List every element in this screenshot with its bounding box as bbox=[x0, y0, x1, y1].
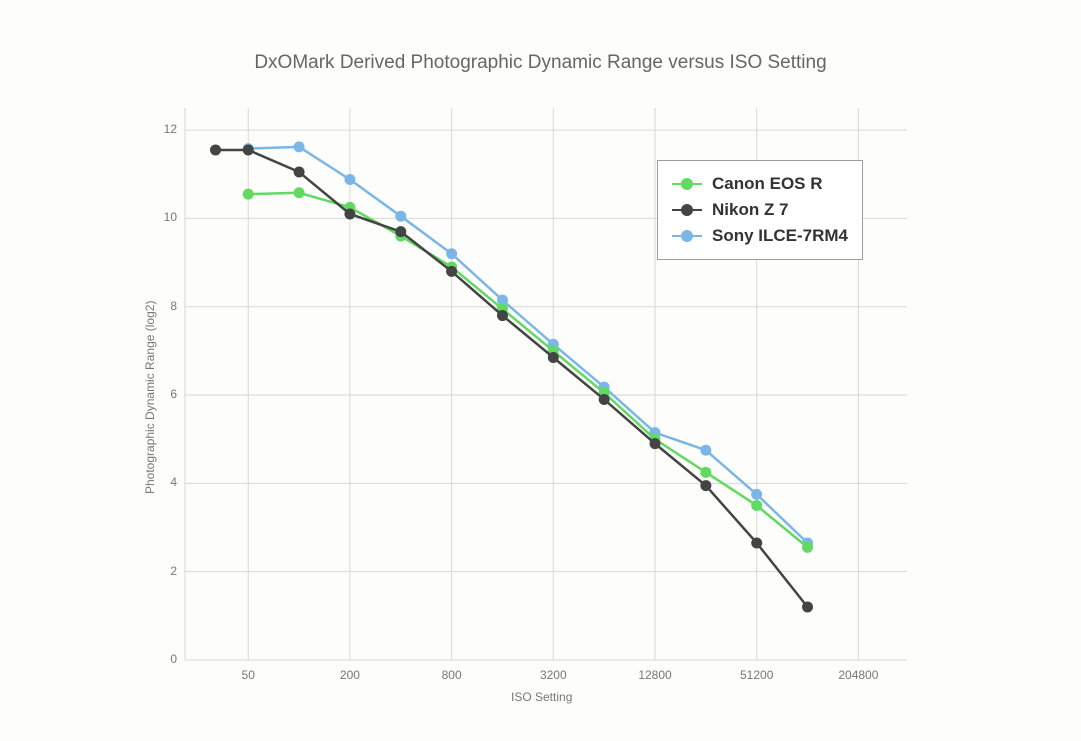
x-tick-label: 12800 bbox=[625, 668, 685, 682]
data-point bbox=[700, 445, 711, 456]
x-tick-label: 3200 bbox=[523, 668, 583, 682]
data-point bbox=[294, 141, 305, 152]
data-point bbox=[700, 480, 711, 491]
legend-swatch bbox=[672, 229, 702, 243]
x-tick-label: 204800 bbox=[828, 668, 888, 682]
y-tick-label: 4 bbox=[170, 475, 177, 489]
data-point bbox=[446, 248, 457, 259]
y-tick-label: 2 bbox=[170, 564, 177, 578]
legend-swatch bbox=[672, 203, 702, 217]
data-point bbox=[751, 537, 762, 548]
y-tick-label: 8 bbox=[170, 299, 177, 313]
data-point bbox=[497, 310, 508, 321]
legend: Canon EOS R Nikon Z 7 Sony ILCE-7RM4 bbox=[657, 160, 863, 260]
data-point bbox=[395, 226, 406, 237]
data-point bbox=[395, 211, 406, 222]
data-point bbox=[446, 266, 457, 277]
legend-item: Canon EOS R bbox=[672, 171, 848, 197]
y-tick-label: 12 bbox=[164, 122, 177, 136]
y-tick-label: 10 bbox=[164, 210, 177, 224]
legend-label: Nikon Z 7 bbox=[712, 200, 789, 220]
data-point bbox=[294, 187, 305, 198]
data-point bbox=[650, 438, 661, 449]
data-point bbox=[802, 602, 813, 613]
legend-item: Nikon Z 7 bbox=[672, 197, 848, 223]
y-tick-label: 0 bbox=[170, 652, 177, 666]
chart-svg bbox=[0, 0, 1081, 741]
data-point bbox=[751, 489, 762, 500]
data-point bbox=[294, 167, 305, 178]
data-point bbox=[344, 208, 355, 219]
y-tick-label: 6 bbox=[170, 387, 177, 401]
x-tick-label: 200 bbox=[320, 668, 380, 682]
data-point bbox=[802, 542, 813, 553]
x-tick-label: 800 bbox=[422, 668, 482, 682]
legend-label: Sony ILCE-7RM4 bbox=[712, 226, 848, 246]
x-axis-label: ISO Setting bbox=[511, 690, 572, 704]
data-point bbox=[243, 144, 254, 155]
data-point bbox=[700, 467, 711, 478]
data-point bbox=[599, 394, 610, 405]
data-point bbox=[548, 352, 559, 363]
plot-area bbox=[0, 0, 1081, 741]
x-tick-label: 50 bbox=[218, 668, 278, 682]
data-point bbox=[751, 500, 762, 511]
legend-label: Canon EOS R bbox=[712, 174, 823, 194]
data-point bbox=[210, 144, 221, 155]
y-axis-label: Photographic Dynamic Range (log2) bbox=[143, 301, 157, 494]
chart-stage: DxOMark Derived Photographic Dynamic Ran… bbox=[0, 0, 1081, 741]
data-point bbox=[243, 189, 254, 200]
data-point bbox=[344, 174, 355, 185]
x-tick-label: 51200 bbox=[727, 668, 787, 682]
legend-item: Sony ILCE-7RM4 bbox=[672, 223, 848, 249]
legend-swatch bbox=[672, 177, 702, 191]
